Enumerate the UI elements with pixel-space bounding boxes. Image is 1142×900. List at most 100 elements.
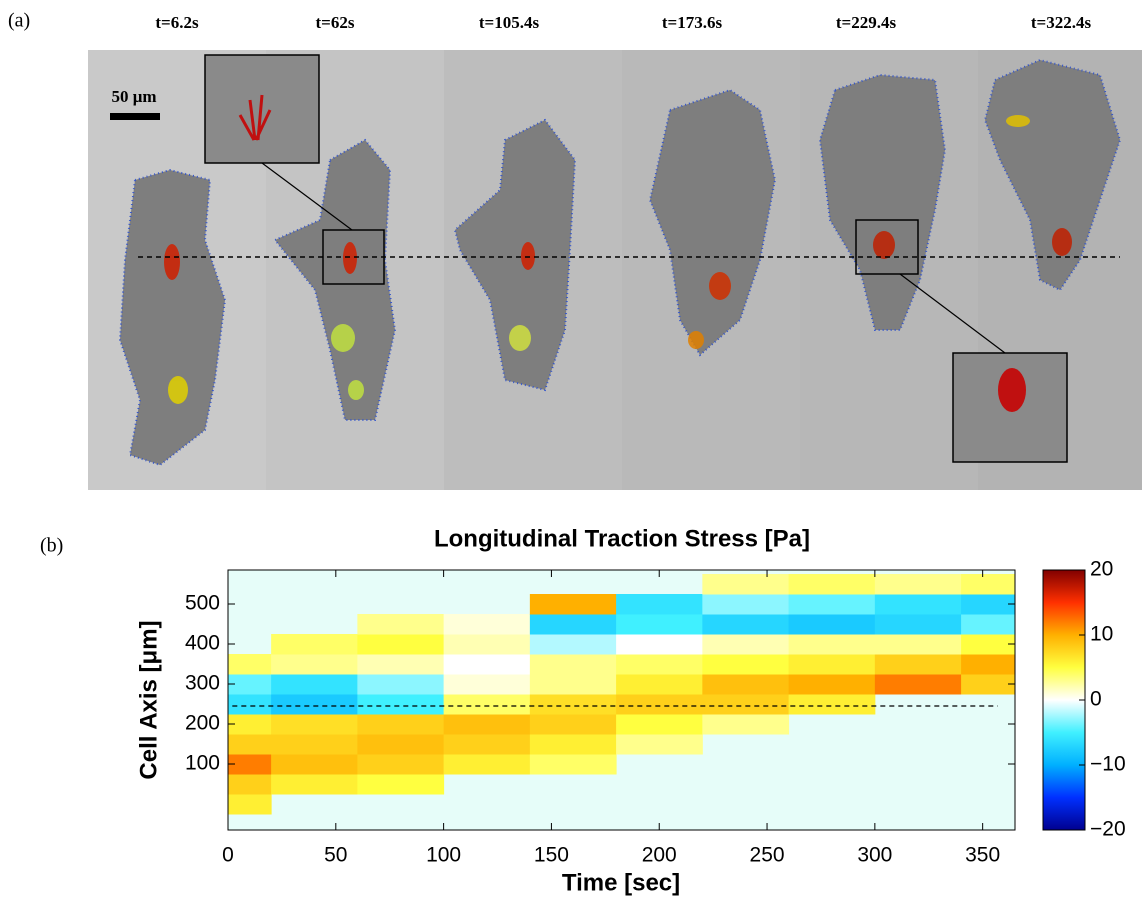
- heat-cell: [702, 634, 790, 655]
- heat-cell: [357, 694, 445, 715]
- heat-cell: [961, 634, 1015, 655]
- heat-cell: [874, 574, 962, 595]
- heat-cell: [616, 614, 703, 635]
- time-label: t=62s: [316, 13, 355, 32]
- heat-cell: [702, 594, 790, 615]
- x-tick-label: 100: [426, 844, 461, 867]
- heatmap: [228, 574, 1015, 815]
- y-tick-label: 200: [185, 712, 220, 735]
- x-tick-label: 350: [965, 844, 1000, 867]
- chart-title: Longitudinal Traction Stress [Pa]: [434, 525, 810, 552]
- x-tick-label: 300: [857, 844, 892, 867]
- heat-cell: [271, 694, 358, 715]
- heat-cell: [228, 774, 272, 795]
- heat-cell: [529, 714, 617, 735]
- heat-cell: [357, 654, 445, 675]
- heat-cell: [228, 674, 272, 695]
- heat-cell: [271, 674, 358, 695]
- plot-frame: [227, 569, 1016, 831]
- heat-cell: [357, 754, 445, 775]
- panel-label: (b): [40, 535, 63, 557]
- heat-cell: [616, 734, 703, 755]
- heat-cell: [961, 674, 1015, 695]
- y-tick-label: 300: [185, 672, 220, 695]
- heat-cell: [443, 734, 531, 755]
- heat-cell: [357, 674, 445, 695]
- heat-cell: [529, 674, 617, 695]
- heat-cell: [874, 654, 962, 675]
- heat-cell: [529, 694, 617, 715]
- heat-cell: [529, 754, 617, 775]
- panel-label: (a): [8, 10, 30, 32]
- heat-cell: [271, 734, 358, 755]
- heat-cell: [702, 574, 790, 595]
- heat-cell: [271, 654, 358, 675]
- heat-cell: [357, 614, 445, 635]
- heat-cell: [529, 634, 617, 655]
- heat-cell: [788, 594, 876, 615]
- heat-cell: [874, 594, 962, 615]
- heat-cell: [702, 674, 790, 695]
- heat-cell: [228, 694, 272, 715]
- x-tick-label: 200: [642, 844, 677, 867]
- heat-cell: [443, 614, 531, 635]
- heat-cell: [616, 674, 703, 695]
- heat-cell: [961, 574, 1015, 595]
- micrograph-strip: [88, 50, 1142, 490]
- heat-cell: [443, 634, 531, 655]
- y-axis-label: Cell Axis [μm]: [135, 620, 162, 779]
- scale-bar-label: 50 μm: [111, 87, 156, 106]
- heat-cell: [961, 594, 1015, 615]
- heat-cell: [702, 714, 790, 735]
- time-label: t=6.2s: [155, 13, 199, 32]
- heat-cell: [357, 714, 445, 735]
- colorbar-tick-label: −10: [1090, 753, 1126, 776]
- x-tick-label: 250: [750, 844, 785, 867]
- y-tick-label: 400: [185, 632, 220, 655]
- heat-cell: [228, 654, 272, 675]
- heat-cell: [788, 654, 876, 675]
- heat-cell: [616, 714, 703, 735]
- heat-cell: [874, 634, 962, 655]
- time-label: t=229.4s: [836, 13, 897, 32]
- heat-cell: [788, 674, 876, 695]
- heat-cell: [357, 734, 445, 755]
- y-tick-label: 500: [185, 592, 220, 615]
- heat-cell: [874, 674, 962, 695]
- heat-cell: [616, 654, 703, 675]
- colorbar-tick-label: −20: [1090, 818, 1126, 841]
- heat-cell: [961, 614, 1015, 635]
- y-tick-label: 100: [185, 752, 220, 775]
- heat-cell: [228, 754, 272, 775]
- time-label: t=173.6s: [662, 13, 723, 32]
- heat-cell: [228, 734, 272, 755]
- heat-cell: [357, 774, 445, 795]
- heat-cell: [271, 774, 358, 795]
- colorbar-tick-label: 20: [1090, 558, 1113, 581]
- heat-cell: [874, 614, 962, 635]
- time-label: t=105.4s: [479, 13, 540, 32]
- colorbar-tick-label: 10: [1090, 623, 1113, 646]
- time-label: t=322.4s: [1031, 13, 1092, 32]
- heat-cell: [616, 694, 703, 715]
- heat-cell: [961, 654, 1015, 675]
- heat-cell: [788, 634, 876, 655]
- heat-cell: [443, 714, 531, 735]
- x-tick-label: 0: [222, 844, 234, 867]
- x-tick-label: 50: [324, 844, 347, 867]
- heat-cell: [788, 614, 876, 635]
- heat-cell: [529, 734, 617, 755]
- heat-cell: [702, 694, 790, 715]
- colorbar-tick-label: 0: [1090, 688, 1102, 711]
- heat-cell: [616, 594, 703, 615]
- heat-cell: [271, 714, 358, 735]
- heat-cell: [702, 654, 790, 675]
- x-tick-label: 150: [534, 844, 569, 867]
- heat-cell: [228, 794, 272, 815]
- heat-cell: [788, 574, 876, 595]
- heat-cell: [443, 754, 531, 775]
- colorbar: [1042, 569, 1086, 831]
- heat-cell: [529, 594, 617, 615]
